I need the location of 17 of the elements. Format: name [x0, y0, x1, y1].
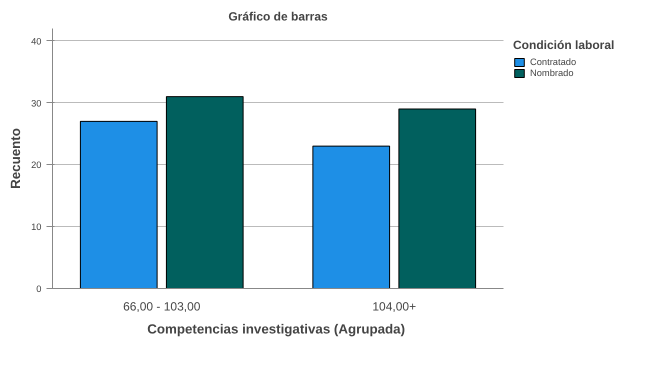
- y-tick-label: 30: [31, 98, 42, 108]
- legend-label: Contratado: [530, 57, 576, 67]
- x-tick-label: 104,00+: [372, 300, 416, 314]
- legend-label: Nombrado: [530, 68, 574, 78]
- bar: [312, 146, 390, 288]
- y-tick-label: 0: [36, 284, 42, 294]
- x-axis-title: Competencias investigativas (Agrupada): [147, 322, 406, 336]
- chart-title: Gráfico de barras: [228, 10, 328, 24]
- y-axis-title: Recuento: [8, 128, 24, 189]
- legend-title: Condición laboral: [513, 38, 614, 52]
- bar: [80, 120, 158, 288]
- y-tick-label: 40: [31, 36, 42, 46]
- y-tick-label: 20: [31, 160, 42, 170]
- bar: [398, 108, 476, 288]
- y-tick-label: 10: [31, 222, 42, 232]
- bar: [166, 96, 244, 288]
- x-tick-label: 66,00 - 103,00: [123, 300, 201, 314]
